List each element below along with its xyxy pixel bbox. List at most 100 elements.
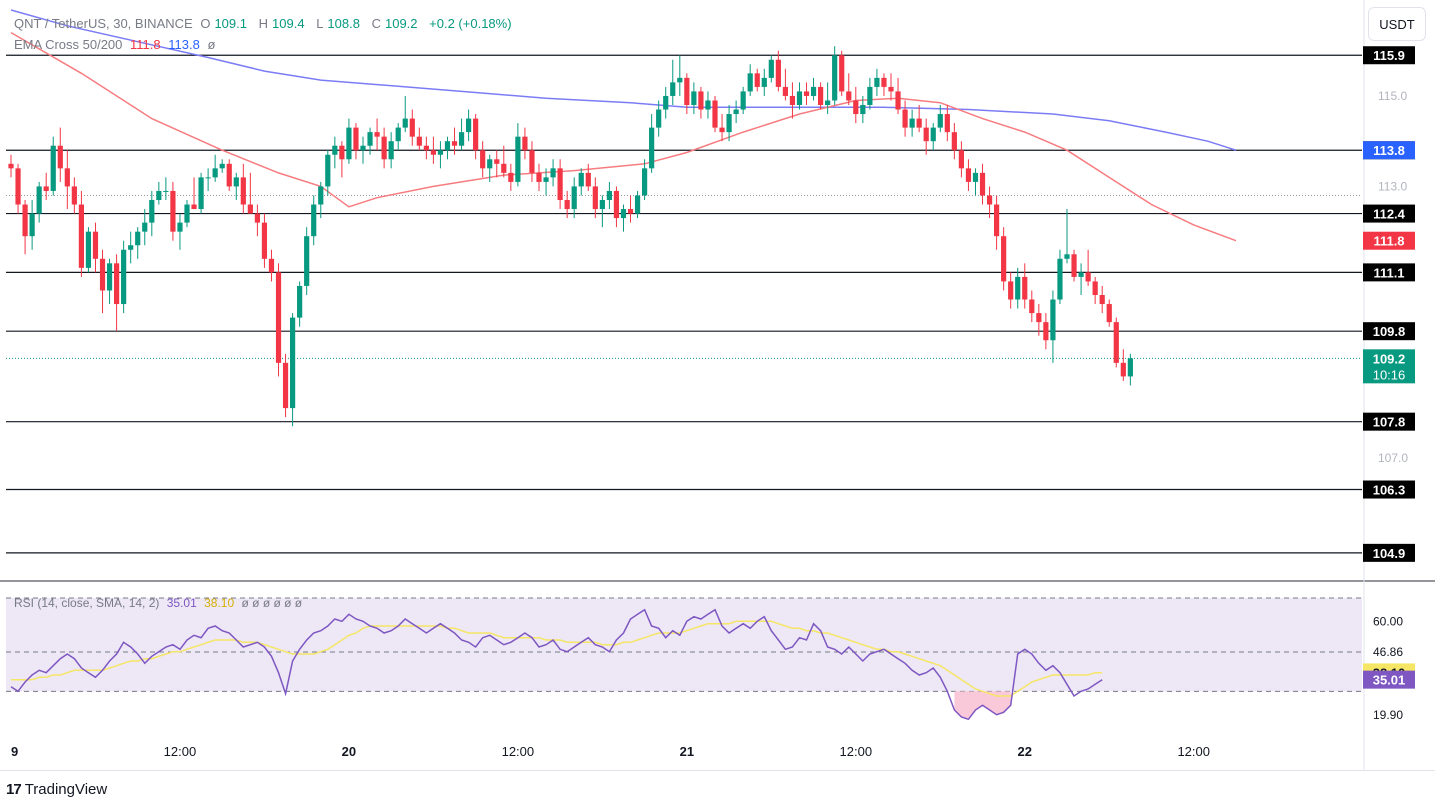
candle-body xyxy=(346,127,352,160)
level-badge xyxy=(1363,204,1415,223)
candle-body xyxy=(606,190,612,200)
candle-body xyxy=(522,136,528,151)
candle-body xyxy=(71,186,77,205)
candle-body xyxy=(1120,362,1126,377)
level-badge xyxy=(1363,480,1415,499)
ema-legend[interactable]: EMA Cross 50/200 111.8 113.8 ø xyxy=(14,37,219,53)
candle-body xyxy=(599,200,605,210)
brand-name: TradingView xyxy=(24,781,108,798)
candle-body xyxy=(796,91,803,105)
candle-body xyxy=(515,136,521,182)
candle-body xyxy=(874,77,880,87)
candle-body xyxy=(381,136,387,160)
brand-logo[interactable]: 17 TradingView xyxy=(6,781,107,798)
candle-body xyxy=(114,263,120,305)
candle-body xyxy=(754,73,760,87)
candle-body xyxy=(501,163,507,173)
candle-body xyxy=(451,141,458,146)
candle-body xyxy=(1085,272,1091,282)
candle-body xyxy=(775,59,781,87)
rsi-line xyxy=(10,608,1103,721)
candle-body xyxy=(43,186,49,191)
candle-body xyxy=(409,118,415,137)
time-axis-tick: 22 xyxy=(1018,744,1032,759)
candle-body xyxy=(803,91,810,96)
ema-50-line xyxy=(10,31,1237,242)
candle-body xyxy=(128,245,134,250)
candle-body xyxy=(1036,313,1042,323)
candle-body xyxy=(1050,299,1056,341)
candle-body xyxy=(1008,281,1014,300)
candle-body xyxy=(430,150,436,155)
candle-body xyxy=(782,86,788,96)
candle-body xyxy=(902,109,908,128)
level-badge xyxy=(1363,322,1415,341)
candle-body xyxy=(22,204,28,237)
candle-body xyxy=(508,172,514,182)
level-badge-label: 104.9 xyxy=(1373,546,1406,561)
candle-body xyxy=(240,177,246,205)
candle-body xyxy=(860,105,866,115)
candle-body xyxy=(571,186,577,210)
level-badge-label: 109.8 xyxy=(1373,324,1406,339)
candle-body xyxy=(177,222,183,232)
candle-body xyxy=(825,100,831,105)
candle-body xyxy=(367,132,373,146)
time-axis-tick: 21 xyxy=(680,744,694,759)
candle-body xyxy=(965,168,972,182)
symbol-label[interactable]: QNT / TetherUS, 30, BINANCE xyxy=(14,16,193,31)
candle-body xyxy=(958,150,964,169)
low-label: L xyxy=(316,16,324,31)
time-axis-tick: 12:00 xyxy=(840,744,873,759)
candle-body xyxy=(1029,299,1035,314)
candle-body xyxy=(458,132,465,146)
candle-body xyxy=(916,118,922,128)
low-value: 108.8 xyxy=(327,16,360,31)
price-legend: QNT / TetherUS, 30, BINANCE O 109.1 H 109.… xyxy=(14,16,516,32)
chart-canvas[interactable]: 115.0 113.0 107.0 115.9 113.8 112.4 111.1 109.8… xyxy=(0,0,1435,770)
candle-body xyxy=(282,362,289,409)
candle-body xyxy=(480,150,486,169)
rsi-legend[interactable]: RSI (14, close, SMA, 14, 2) 35.01 38.10 … xyxy=(14,595,306,611)
candle-body xyxy=(1071,254,1077,277)
candle-body xyxy=(416,136,422,146)
candle-body xyxy=(57,145,63,169)
candle-body xyxy=(473,118,479,151)
price-badge xyxy=(1363,141,1415,160)
candle-body xyxy=(374,132,380,137)
candle-body xyxy=(529,150,535,173)
candle-body xyxy=(550,168,556,178)
candle-body xyxy=(156,190,162,200)
candle-body xyxy=(325,154,331,187)
candle-body xyxy=(698,91,704,110)
candle-body xyxy=(564,200,570,210)
candle-body xyxy=(1015,276,1021,300)
candle-body xyxy=(684,77,690,105)
candle-body xyxy=(247,204,253,214)
candle-body xyxy=(867,86,873,105)
candle-body xyxy=(972,172,979,182)
candle-body xyxy=(254,213,260,223)
candle-body xyxy=(29,213,35,237)
chart-frame: 115.0 113.0 107.0 115.9 113.8 112.4 111.1 109.8… xyxy=(0,0,1435,771)
candle-body xyxy=(733,109,739,115)
open-value: 109.1 xyxy=(214,16,247,31)
candle-body xyxy=(233,177,239,187)
close-value: 109.2 xyxy=(384,16,418,31)
candle-body xyxy=(170,190,176,232)
candle-body xyxy=(332,145,338,155)
candle-body xyxy=(986,195,993,205)
candle-body xyxy=(466,118,472,133)
candle-body xyxy=(937,114,943,128)
price-axis-tick: 115.0 xyxy=(1378,89,1407,103)
candle-body xyxy=(402,118,408,128)
high-label: H xyxy=(258,16,269,31)
candle-body xyxy=(951,132,957,151)
candle-body xyxy=(663,95,669,110)
quote-currency-button[interactable]: USDT xyxy=(1368,7,1426,41)
candle-body xyxy=(261,222,268,259)
ema-slow-value: 113.8 xyxy=(168,37,200,52)
candle-body xyxy=(1127,358,1133,377)
rsi-badge-label: 35.01 xyxy=(1373,673,1406,688)
level-badge xyxy=(1363,46,1415,65)
